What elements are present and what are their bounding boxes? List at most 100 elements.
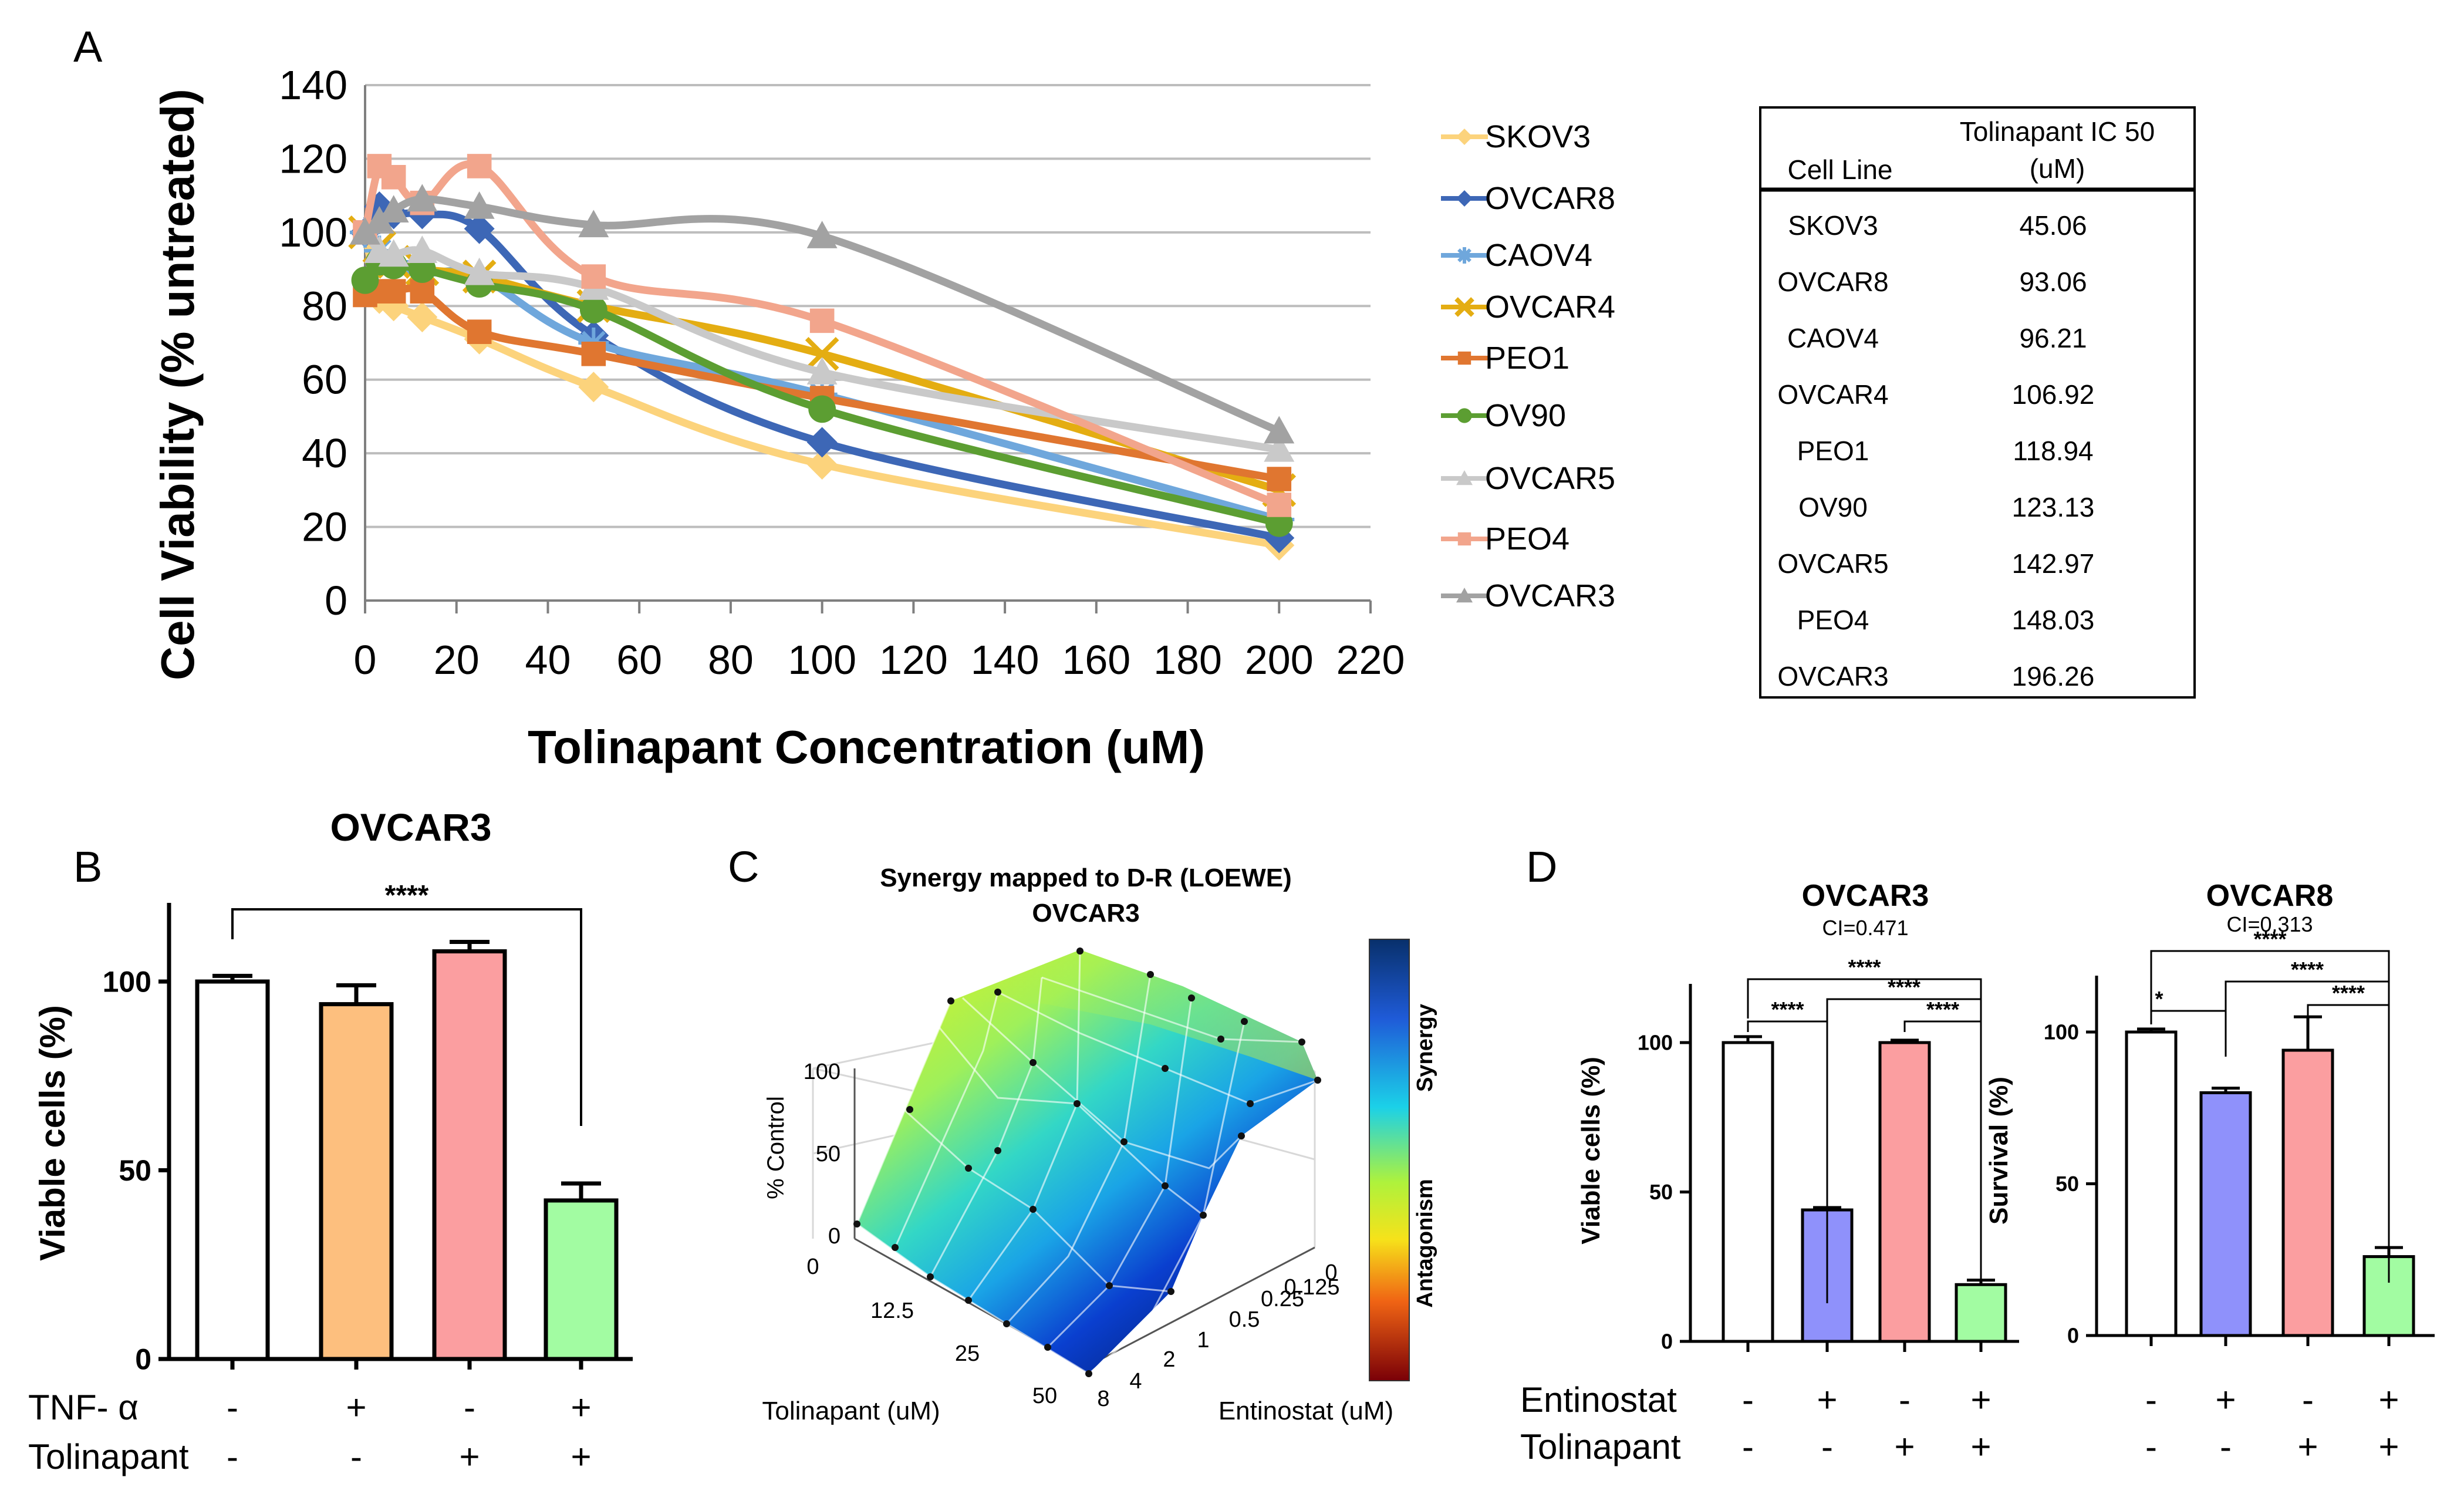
colorbar: [1369, 939, 1410, 1381]
x-tick-label: 0: [354, 637, 377, 683]
panel-b-bar-chart: OVCAR3 0 50 100 Viable cells (%) **** TNF- α - +…: [28, 805, 633, 1476]
legend-label-ovcar8: OVCAR8: [1485, 181, 1615, 216]
condition-sign: -: [2145, 1427, 2157, 1466]
surface-points: [853, 947, 1321, 1377]
ic50-table-header-unit: (uM): [2030, 153, 2085, 184]
colorbar-label-synergy: Synergy: [1413, 1004, 1437, 1092]
data-point-skov3: [806, 448, 838, 480]
legend-marker-ovcar4: [1454, 297, 1474, 317]
significance-bracket: [1903, 1020, 1982, 1280]
surface-ztick: 100: [804, 1060, 841, 1084]
condition-sign: -: [350, 1437, 362, 1476]
bar: [2281, 1048, 2334, 1337]
y-tick-label: 50: [2055, 1172, 2079, 1196]
surface-zlabel: % Control: [763, 1096, 789, 1199]
condition-sign: -: [464, 1388, 475, 1427]
condition-label: TNF- α: [28, 1388, 139, 1427]
condition-sign: +: [1894, 1427, 1915, 1466]
surface-xlabel: Tolinapant (uM): [762, 1397, 940, 1425]
condition-sign: +: [2215, 1380, 2236, 1419]
surface-ylabel: Entinostat (uM): [1219, 1397, 1393, 1425]
ic50-cell-line: OVCAR3: [1777, 661, 1888, 692]
ic50-cell-line: CAOV4: [1787, 323, 1879, 353]
surface-ytick: 0.125: [1284, 1275, 1339, 1300]
y-tick-label: 60: [302, 357, 347, 403]
x-tick-label: 140: [971, 637, 1039, 683]
data-point-ovcar3: [364, 206, 395, 234]
surface-subtitle: OVCAR3: [1032, 899, 1139, 928]
surface-highlight: [951, 950, 1318, 1080]
condition-sign: +: [2378, 1427, 2399, 1466]
y-tick-label: 50: [119, 1154, 151, 1187]
surface-xtick: 50: [1032, 1384, 1057, 1408]
bar: [1955, 1283, 2007, 1343]
chart-title: OVCAR3: [1802, 879, 1929, 913]
data-point-peo4: [1267, 493, 1292, 517]
data-point-ovcar5: [407, 235, 438, 264]
significance-label: ****: [2332, 981, 2365, 1005]
surface-title: Synergy mapped to D-R (LOEWE): [880, 864, 1292, 892]
ic50-cell-line: SKOV3: [1788, 210, 1878, 241]
condition-sign: -: [1742, 1380, 1754, 1419]
condition-sign: -: [227, 1437, 238, 1476]
y-axis-title: Survival (%): [1984, 1077, 2013, 1225]
bar: [432, 949, 507, 1361]
x-tick-label: 120: [879, 637, 948, 683]
condition-sign: +: [1970, 1427, 1991, 1466]
chart-title: OVCAR8: [2206, 879, 2334, 913]
data-point-peo1: [1267, 467, 1292, 491]
ic50-table-rows: SKOV3 45.06 OVCAR8 93.06 CAOV4 96.21 OVCAR4 106…: [1777, 210, 2094, 692]
bar: [1722, 1041, 1774, 1343]
ic50-cell-line: OVCAR4: [1777, 379, 1888, 410]
y-tick-label: 50: [1649, 1180, 1673, 1204]
legend-marker-peo1: [1457, 351, 1471, 365]
ic50-value: 118.94: [2013, 436, 2093, 466]
significance-label: ****: [1926, 997, 1959, 1021]
surface-ztick: 50: [816, 1142, 841, 1166]
surface-ytick: 0.25: [1261, 1287, 1304, 1311]
bar: [195, 979, 270, 1361]
significance-label: ****: [2291, 957, 2324, 982]
bar: [1878, 1041, 1931, 1343]
panel-c-synergy-surface: Synergy mapped to D-R (LOEWE) OVCAR3: [762, 864, 1437, 1425]
data-point-ovcar3: [350, 217, 380, 245]
y-tick-label: 80: [302, 283, 347, 329]
ic50-cell-line: OV90: [1798, 492, 1868, 522]
significance-label: ****: [2253, 927, 2286, 951]
y-tick-label: 140: [279, 62, 347, 108]
surface-ytick: 8: [1097, 1387, 1109, 1411]
x-tick-label: 160: [1062, 637, 1130, 683]
condition-sign: +: [571, 1388, 591, 1427]
bar: [544, 1198, 619, 1361]
y-tick-label: 0: [135, 1343, 151, 1376]
legend-label-ovcar3: OVCAR3: [1485, 578, 1615, 613]
data-point-ovcar3: [378, 195, 409, 223]
significance-label: ****: [1771, 997, 1804, 1021]
data-point-peo1: [381, 279, 406, 304]
condition-sign: -: [1821, 1427, 1833, 1466]
data-point-peo1: [467, 319, 492, 344]
legend-marker-caov4: [1456, 247, 1473, 264]
surface-body: [857, 950, 1318, 1374]
y-axis-title: Cell Viability (% untreated): [151, 89, 204, 680]
condition-sign: -: [1899, 1380, 1911, 1419]
bar: [319, 1002, 394, 1361]
data-point-ov90: [808, 395, 836, 423]
condition-sign: -: [2220, 1427, 2232, 1466]
y-tick-label: 20: [302, 504, 347, 550]
condition-sign: -: [2302, 1380, 2314, 1419]
panel-a-line-chart: 0 20 40 60 80 100 120 140 0 20 40 60 80 100 120 140 160 1…: [151, 62, 1615, 773]
ic50-value: 45.06: [2019, 210, 2087, 241]
condition-sign: +: [571, 1437, 591, 1476]
chart-subtitle: CI=0.313: [2226, 912, 2313, 936]
legend-label-peo1: PEO1: [1485, 340, 1569, 376]
ic50-value: 142.97: [2012, 548, 2095, 579]
y-tick-label: 120: [279, 136, 347, 181]
surface-xtick: 12.5: [870, 1299, 914, 1323]
ic50-cell-line: PEO1: [1797, 436, 1869, 466]
ic50-value: 123.13: [2012, 492, 2095, 522]
surface-ztick: 0: [828, 1224, 841, 1249]
data-point-ovcar5: [1264, 434, 1295, 462]
significance-bracket: [1826, 998, 1982, 1303]
surface-xtick: 0: [806, 1255, 819, 1279]
